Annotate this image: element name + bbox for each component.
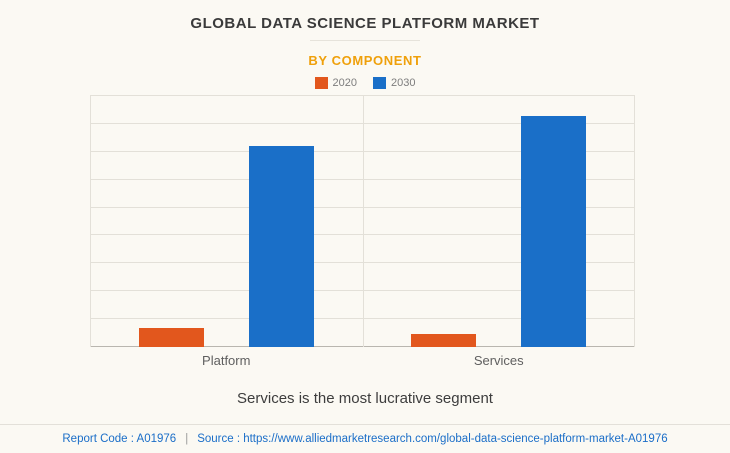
x-axis-label-services: Services: [473, 353, 524, 368]
plot-area: [90, 95, 635, 347]
bar-services-2030: [521, 116, 587, 347]
category-separator: [362, 96, 364, 347]
bar-group-services: [363, 96, 636, 347]
legend-swatch-2020: [314, 77, 328, 89]
x-axis-label-platform: Platform: [202, 353, 251, 368]
footer-separator: |: [185, 433, 189, 445]
bar-platform-2020: [138, 328, 204, 347]
legend-label-2030: 2030: [391, 77, 416, 89]
legend-item-2020: 2020: [314, 77, 357, 89]
footer: Report Code : A01976 | Source : https://…: [0, 424, 730, 453]
legend-swatch-2030: [373, 77, 386, 89]
gridline: [90, 95, 635, 96]
bar-group-platform: [90, 96, 363, 347]
plot-right-border: [634, 96, 635, 347]
chart-legend: 2020 2030: [0, 77, 730, 89]
bar-groups: [90, 96, 635, 347]
bar-platform-2030: [248, 146, 314, 347]
report-code: Report Code : A01976: [62, 433, 177, 445]
legend-item-2030: 2030: [373, 77, 415, 89]
chart-caption: Services is the most lucrative segment: [237, 390, 493, 407]
plot-left-border: [90, 96, 91, 347]
legend-label-2020: 2020: [332, 77, 357, 89]
chart-subtitle: BY COMPONENT: [308, 53, 422, 68]
bar-chart: [90, 95, 635, 347]
source-link[interactable]: Source : https://www.alliedmarketresearc…: [197, 433, 668, 445]
title-divider: [310, 40, 420, 41]
x-axis-labels: Platform Services: [90, 353, 635, 368]
bar-services-2020: [411, 334, 477, 347]
page-title: GLOBAL DATA SCIENCE PLATFORM MARKET: [190, 15, 540, 32]
